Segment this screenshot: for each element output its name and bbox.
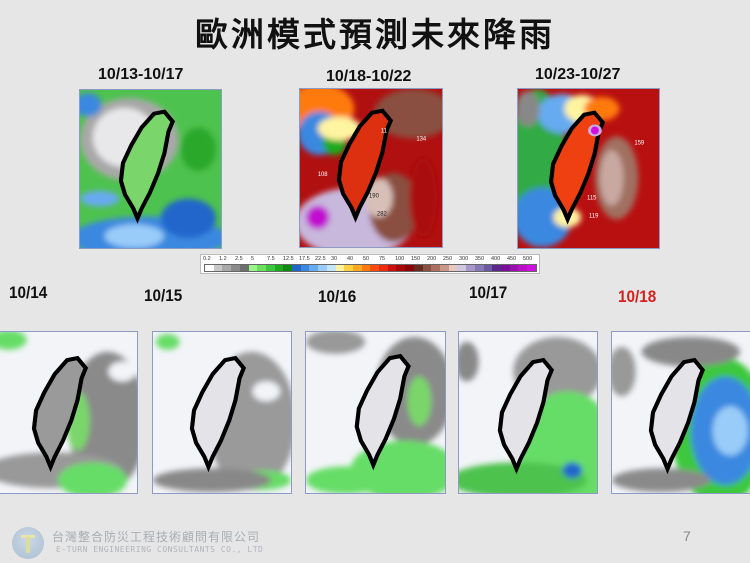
rainfall-map-10-18 — [611, 331, 750, 494]
svg-text:190: 190 — [369, 194, 380, 200]
svg-text:108: 108 — [318, 172, 329, 178]
company-name-en: E-TURN ENGINEERING CONSULTANTS CO., LTD — [56, 545, 264, 554]
svg-text:119: 119 — [589, 213, 598, 219]
legend-swatch — [370, 265, 380, 271]
page-number: 7 — [683, 528, 691, 544]
legend-swatch — [379, 265, 388, 271]
rainfall-map-10-15 — [152, 331, 292, 494]
rainfall-color-legend: 0.2 1.2 2.5 5 7.5 12.5 17.5 22.5 30 40 5… — [200, 254, 540, 274]
legend-swatch — [405, 265, 414, 271]
legend-swatch — [466, 265, 475, 271]
legend-swatch — [474, 265, 484, 271]
rainfall-map-10-13-10-17 — [79, 89, 222, 249]
svg-text:134: 134 — [416, 136, 427, 142]
legend-swatch — [492, 265, 501, 271]
day-label-10-16: 10/16 — [318, 287, 357, 306]
legend-swatch — [527, 265, 536, 271]
legend-swatch — [248, 265, 258, 271]
legend-swatch — [213, 265, 223, 271]
legend-swatch — [439, 265, 449, 271]
legend-swatch — [509, 265, 519, 271]
legend-swatch — [483, 265, 493, 271]
legend-swatch — [265, 265, 275, 271]
svg-text:282: 282 — [377, 211, 387, 217]
legend-ticks: 0.2 1.2 2.5 5 7.5 12.5 17.5 22.5 30 40 5… — [203, 256, 533, 262]
rainfall-map-10-16 — [305, 331, 446, 494]
legend-swatch — [352, 265, 362, 271]
period-label-2: 10/18-10/22 — [326, 68, 412, 85]
legend-swatch — [518, 265, 528, 271]
legend-swatch — [422, 265, 432, 271]
legend-swatch — [283, 265, 293, 271]
company-logo — [12, 527, 44, 559]
period-label-3: 10/23-10/27 — [535, 66, 621, 83]
day-label-10-15: 10/15 — [144, 286, 183, 305]
legend-swatch — [344, 265, 353, 271]
rainfall-map-10-18-10-22: 11 134 108 190 282 — [299, 88, 443, 248]
legend-swatch — [457, 265, 467, 271]
legend-swatch — [257, 265, 266, 271]
legend-color-bar — [204, 264, 537, 272]
day-label-10-14: 10/14 — [9, 283, 48, 302]
legend-swatch — [231, 265, 240, 271]
legend-swatch — [326, 265, 336, 271]
legend-swatch — [222, 265, 232, 271]
company-name-cn: 台灣整合防災工程技術顧問有限公司 — [52, 530, 261, 544]
legend-swatch — [274, 265, 284, 271]
svg-text:115: 115 — [587, 196, 597, 202]
legend-swatch — [396, 265, 406, 271]
svg-text:159: 159 — [634, 140, 644, 146]
period-label-1: 10/13-10/17 — [98, 66, 184, 83]
legend-swatch — [431, 265, 440, 271]
slide-title: 歐洲模式預測未來降雨 — [195, 15, 555, 54]
rainfall-map-10-14 — [0, 331, 138, 494]
legend-swatch — [239, 265, 249, 271]
rainfall-map-10-23-10-27: 159 115 119 — [517, 88, 660, 249]
rainfall-map-10-17 — [458, 331, 598, 494]
legend-swatch — [413, 265, 423, 271]
legend-swatch — [300, 265, 310, 271]
legend-swatch — [387, 265, 397, 271]
legend-swatch — [448, 265, 458, 271]
legend-swatch — [500, 265, 510, 271]
legend-swatch — [361, 265, 371, 271]
legend-swatch — [318, 265, 327, 271]
day-label-10-17: 10/17 — [469, 283, 508, 302]
legend-swatch — [292, 265, 301, 271]
legend-swatch — [309, 265, 319, 271]
svg-text:11: 11 — [381, 128, 387, 134]
legend-swatch — [335, 265, 345, 271]
day-label-10-18: 10/18 — [618, 287, 657, 306]
legend-swatch — [205, 265, 214, 271]
